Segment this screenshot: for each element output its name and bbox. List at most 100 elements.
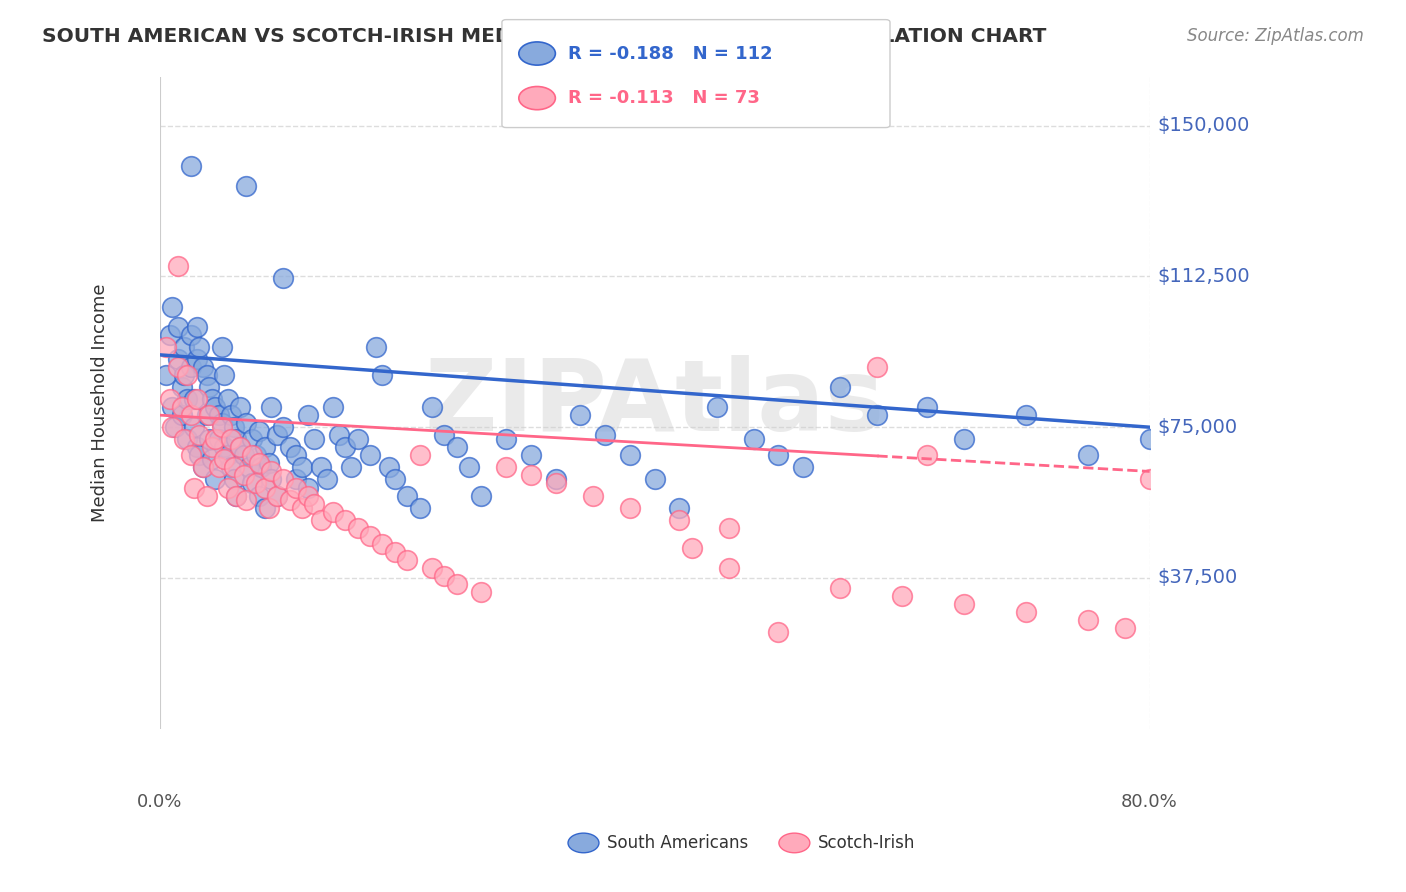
Point [681, 541, 703, 555]
Point [322, 400, 344, 414]
Point [235, 179, 257, 194]
Point [359, 529, 381, 543]
Point [359, 448, 381, 462]
Point [915, 448, 938, 462]
Text: $150,000: $150,000 [1157, 116, 1250, 136]
Point [346, 521, 368, 535]
Point [204, 432, 226, 446]
Point [1114, 621, 1136, 635]
Point [619, 448, 641, 462]
Text: $37,500: $37,500 [1157, 568, 1237, 588]
Point [167, 351, 190, 366]
Point [1139, 473, 1161, 487]
Point [198, 380, 221, 394]
Point [278, 440, 301, 454]
Point [446, 440, 468, 454]
Point [717, 521, 740, 535]
Point [446, 577, 468, 591]
Point [458, 460, 481, 475]
Point [366, 340, 388, 354]
Point [183, 420, 205, 434]
Point [619, 500, 641, 515]
Point [273, 420, 295, 434]
Text: Median Household Income: Median Household Income [91, 284, 110, 523]
Point [180, 448, 202, 462]
Point [235, 492, 257, 507]
Point [221, 460, 243, 475]
Point [212, 440, 235, 454]
Text: SOUTH AMERICAN VS SCOTCH-IRISH MEDIAN HOUSEHOLD INCOME CORRELATION CHART: SOUTH AMERICAN VS SCOTCH-IRISH MEDIAN HO… [42, 27, 1046, 45]
Point [384, 473, 406, 487]
Point [1077, 613, 1099, 627]
Point [520, 448, 543, 462]
Point [433, 569, 456, 583]
Point [304, 432, 326, 446]
Point [520, 468, 543, 483]
Point [229, 440, 252, 454]
Point [222, 473, 245, 487]
Point [569, 408, 592, 422]
Point [232, 448, 254, 462]
Point [278, 492, 301, 507]
Point [247, 456, 270, 470]
Point [1015, 605, 1038, 619]
Point [232, 468, 254, 483]
Point [291, 460, 314, 475]
Point [211, 420, 233, 434]
Point [211, 340, 233, 354]
Point [160, 400, 183, 414]
Point [186, 392, 208, 406]
Point [217, 392, 239, 406]
Point [225, 489, 247, 503]
Point [322, 505, 344, 519]
Point [284, 481, 307, 495]
Point [191, 460, 214, 475]
Point [408, 500, 430, 515]
Point [188, 428, 211, 442]
Text: 80.0%: 80.0% [1121, 793, 1178, 811]
Point [371, 368, 394, 382]
Point [593, 428, 616, 442]
Point [195, 489, 218, 503]
Point [170, 408, 193, 422]
Point [247, 489, 270, 503]
Point [346, 432, 368, 446]
Point [470, 489, 492, 503]
Point [204, 400, 226, 414]
Point [408, 448, 430, 462]
Point [1015, 408, 1038, 422]
Point [186, 440, 208, 454]
Point [253, 481, 276, 495]
Point [953, 597, 976, 611]
Point [1139, 432, 1161, 446]
Point [198, 432, 221, 446]
Point [891, 589, 914, 603]
Point [544, 473, 567, 487]
Point [866, 359, 889, 374]
Point [340, 460, 363, 475]
Text: 0.0%: 0.0% [136, 793, 183, 811]
Point [170, 380, 193, 394]
Point [273, 271, 295, 285]
Point [309, 460, 332, 475]
Text: $75,000: $75,000 [1157, 417, 1237, 437]
Point [260, 465, 283, 479]
Point [229, 400, 252, 414]
Point [170, 400, 193, 414]
Point [328, 428, 350, 442]
Point [668, 513, 690, 527]
Point [384, 545, 406, 559]
Point [195, 408, 218, 422]
Point [253, 440, 276, 454]
Point [212, 452, 235, 467]
Text: ZIPAtlas: ZIPAtlas [425, 355, 884, 451]
Point [768, 625, 790, 640]
Point [191, 460, 214, 475]
Point [470, 585, 492, 599]
Point [768, 448, 790, 462]
Point [1077, 448, 1099, 462]
Point [371, 537, 394, 551]
Point [915, 400, 938, 414]
Point [160, 420, 183, 434]
Point [377, 460, 399, 475]
